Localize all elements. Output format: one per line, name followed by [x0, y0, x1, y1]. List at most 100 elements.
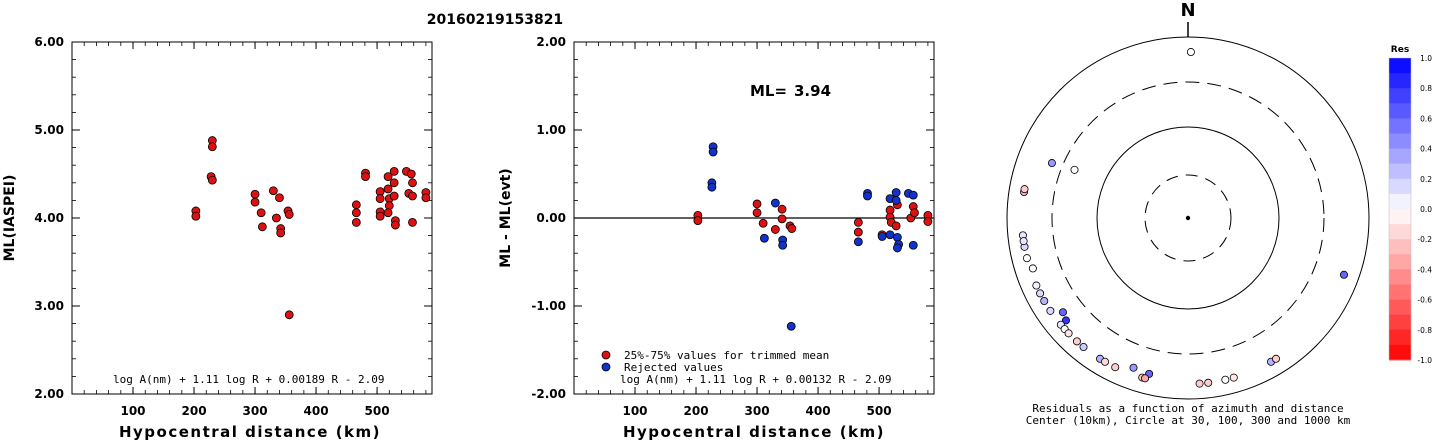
center-dot — [1185, 215, 1191, 221]
y-tick-label: 2.00 — [536, 35, 566, 49]
data-point — [256, 208, 266, 218]
residual-vs-distance-panel: 100 200 300 400 500 -2.00 -1.00 0.00 1.00 2.00 Hy… — [498, 35, 935, 441]
colorbar-cell — [1389, 329, 1411, 346]
y-tick-label: 1.00 — [536, 123, 566, 137]
data-point — [284, 310, 294, 320]
data-point — [250, 189, 260, 199]
station-marker — [1111, 363, 1120, 372]
residual-point-blue — [863, 191, 872, 201]
data-point — [389, 178, 399, 188]
station-marker — [1020, 185, 1029, 194]
colorbar-cell — [1389, 269, 1411, 285]
colorbar-cell — [1389, 148, 1411, 165]
data-point — [389, 191, 399, 201]
residual-point-blue — [770, 198, 780, 208]
data-point — [375, 194, 385, 204]
residual-point-red — [770, 225, 780, 234]
residual-point-blue — [908, 240, 918, 250]
residual-point-red — [910, 208, 919, 218]
ml-value: 3.94 — [794, 82, 831, 100]
data-point — [390, 220, 400, 230]
colorbar-tick-label: 0.8 — [1420, 84, 1432, 93]
colorbar-cell — [1389, 118, 1411, 134]
residual-point-blue — [892, 232, 902, 242]
station-marker — [1046, 306, 1055, 315]
colorbar-cell — [1389, 193, 1411, 210]
data-point — [351, 208, 361, 218]
colorbar-cell — [1389, 209, 1411, 225]
p1-ylabel: ML(IASPEI) — [2, 175, 18, 262]
polar-caption-line2: Center (10km), Circle at 30, 100, 300 an… — [1026, 414, 1351, 427]
data-point — [272, 213, 281, 223]
residual-point-blue — [885, 230, 895, 240]
station-marker — [1072, 337, 1081, 346]
station-marker — [1036, 289, 1045, 298]
station-marker — [1028, 264, 1037, 273]
residual-point-red — [891, 221, 901, 231]
data-point — [268, 186, 278, 196]
residual-point-red — [693, 216, 703, 226]
x-tick-label: 200 — [684, 404, 709, 418]
x-tick-label: 300 — [243, 404, 268, 418]
residual-point-red — [853, 217, 863, 227]
data-point — [284, 210, 294, 219]
station-marker — [1040, 296, 1049, 305]
p2-points — [693, 142, 933, 331]
station-marker — [1339, 270, 1348, 279]
colorbar-cell — [1389, 344, 1411, 361]
y-tick-label: 0.00 — [536, 211, 566, 225]
p1-xlabel: Hypocentral distance (km) — [119, 423, 381, 441]
residual-point-blue — [778, 240, 788, 250]
residual-point-red — [758, 218, 768, 228]
data-point — [275, 193, 284, 203]
data-point — [383, 208, 393, 218]
data-point — [383, 184, 393, 194]
data-point — [361, 172, 370, 182]
x-tick-label: 400 — [806, 404, 831, 418]
data-point — [389, 166, 399, 176]
colorbar-tick-label: -0.4 — [1417, 265, 1432, 274]
colorbar-cells — [1388, 57, 1412, 361]
data-point — [408, 191, 417, 201]
legend-marker-blue — [601, 362, 611, 372]
p2-ylabel: ML - ML(evt) — [498, 168, 514, 267]
station-marker — [1079, 343, 1088, 352]
ring-outer — [1006, 36, 1370, 400]
colorbar-cell — [1389, 73, 1411, 89]
data-point — [408, 178, 417, 188]
legend-label-trimmed: 25%-75% values for trimmed mean — [624, 349, 829, 362]
p1-axis-ticks: 100 200 300 400 500 2.00 3.00 4.00 5.00 6.00 — [34, 35, 432, 418]
residual-point-blue — [891, 188, 901, 197]
colorbar-cell — [1389, 88, 1411, 104]
colorbar-tick-label: -1.0 — [1417, 356, 1432, 365]
data-point — [257, 222, 267, 232]
ring-300km — [1051, 81, 1325, 355]
legend-marker-red — [601, 350, 611, 360]
colorbar-cell — [1389, 224, 1411, 240]
ml-vs-distance-panel: 100 200 300 400 500 2.00 3.00 4.00 5.00 6.00 Hypo… — [2, 35, 433, 441]
colorbar: Res 1.0 0.8 0.6 0.4 0.2 0.0 -0.2 -0.4 -0.6 -0.8 -1… — [1388, 45, 1432, 365]
data-point — [276, 228, 286, 238]
residual-point-blue — [908, 190, 918, 200]
colorbar-tick-label: 0.6 — [1420, 114, 1432, 123]
ring-30km — [1144, 174, 1232, 262]
x-tick-label: 400 — [304, 404, 329, 418]
residual-point-red — [787, 224, 797, 233]
x-tick-label: 200 — [182, 404, 207, 418]
residual-point-red — [777, 214, 787, 224]
residual-point-red — [752, 199, 762, 209]
colorbar-cell — [1389, 163, 1411, 180]
data-point — [408, 217, 417, 227]
x-tick-label: 100 — [120, 404, 145, 418]
colorbar-tick-label: -0.2 — [1417, 235, 1432, 244]
colorbar-cell — [1389, 103, 1411, 119]
residual-point-blue — [708, 147, 718, 157]
colorbar-frame — [1388, 57, 1412, 361]
polar-caption-line1: Residuals as a function of azimuth and d… — [1032, 402, 1343, 415]
colorbar-cell — [1389, 284, 1411, 301]
y-tick-label: 3.00 — [34, 299, 64, 313]
data-point — [250, 197, 260, 207]
residual-point-blue — [759, 233, 769, 243]
colorbar-tick-label: 0.0 — [1420, 205, 1432, 214]
